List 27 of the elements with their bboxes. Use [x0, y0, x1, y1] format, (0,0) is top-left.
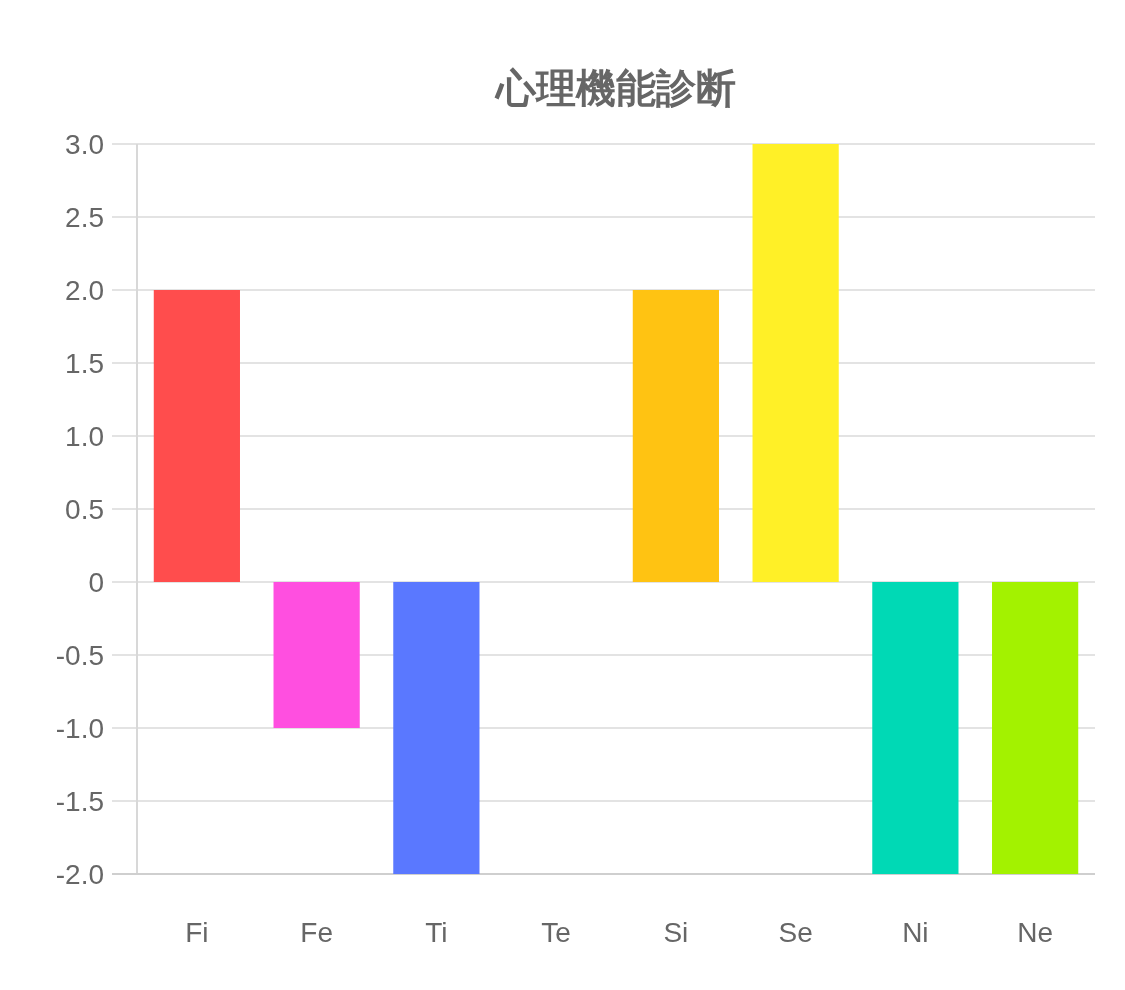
x-tick-label: Si: [663, 917, 689, 948]
y-tick-label: 1.5: [65, 348, 104, 379]
x-tick-label: Ne: [1017, 917, 1054, 948]
bar: [393, 582, 480, 874]
bar: [872, 582, 959, 874]
bar: [273, 582, 360, 728]
y-tick-label: 1.0: [65, 421, 104, 452]
x-tick-label: Ti: [425, 917, 448, 948]
x-tick-label: Fi: [185, 917, 209, 948]
bar: [153, 290, 240, 582]
y-tick-label: 0: [88, 567, 104, 598]
y-tick-label: -1.0: [55, 713, 104, 744]
y-tick-label: 2.5: [65, 202, 104, 233]
y-tick-label: 0.5: [65, 494, 104, 525]
y-tick-label: 3.0: [65, 129, 104, 160]
bar: [992, 582, 1079, 874]
bar: [752, 144, 839, 582]
x-tick-label: Se: [778, 917, 813, 948]
y-tick-label: 2.0: [65, 275, 104, 306]
chart-title: 心理機能診断: [494, 66, 736, 110]
x-tick-label: Ni: [902, 917, 929, 948]
x-tick-label: Fe: [300, 917, 333, 948]
y-tick-label: -2.0: [55, 859, 104, 890]
y-tick-label: -1.5: [55, 786, 104, 817]
bar: [632, 290, 719, 582]
x-tick-label: Te: [541, 917, 571, 948]
y-tick-label: -0.5: [55, 640, 104, 671]
